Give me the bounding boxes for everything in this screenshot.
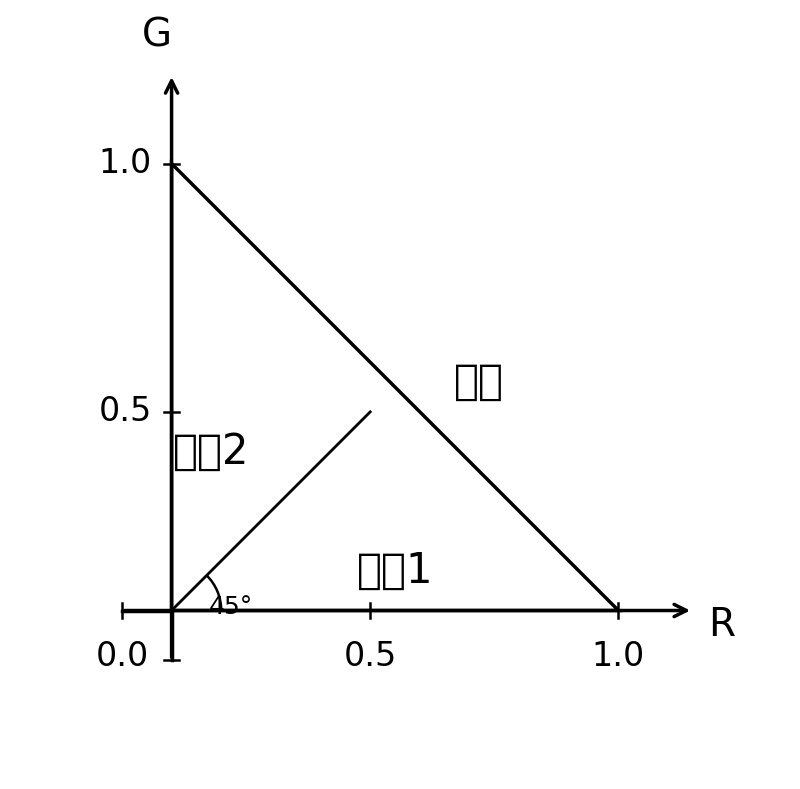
Text: 0.5: 0.5	[343, 641, 397, 673]
Polygon shape	[171, 163, 618, 611]
Text: 区块2: 区块2	[173, 431, 250, 473]
Text: 区块1: 区块1	[357, 550, 434, 592]
Text: 1.0: 1.0	[592, 641, 645, 673]
Text: 45°: 45°	[209, 595, 253, 619]
Text: 1.0: 1.0	[98, 147, 152, 180]
Text: G: G	[142, 17, 172, 54]
Text: 黄色: 黄色	[454, 361, 505, 403]
Text: 0.0: 0.0	[95, 641, 149, 673]
Text: R: R	[708, 607, 735, 645]
Text: 0.5: 0.5	[98, 395, 152, 428]
